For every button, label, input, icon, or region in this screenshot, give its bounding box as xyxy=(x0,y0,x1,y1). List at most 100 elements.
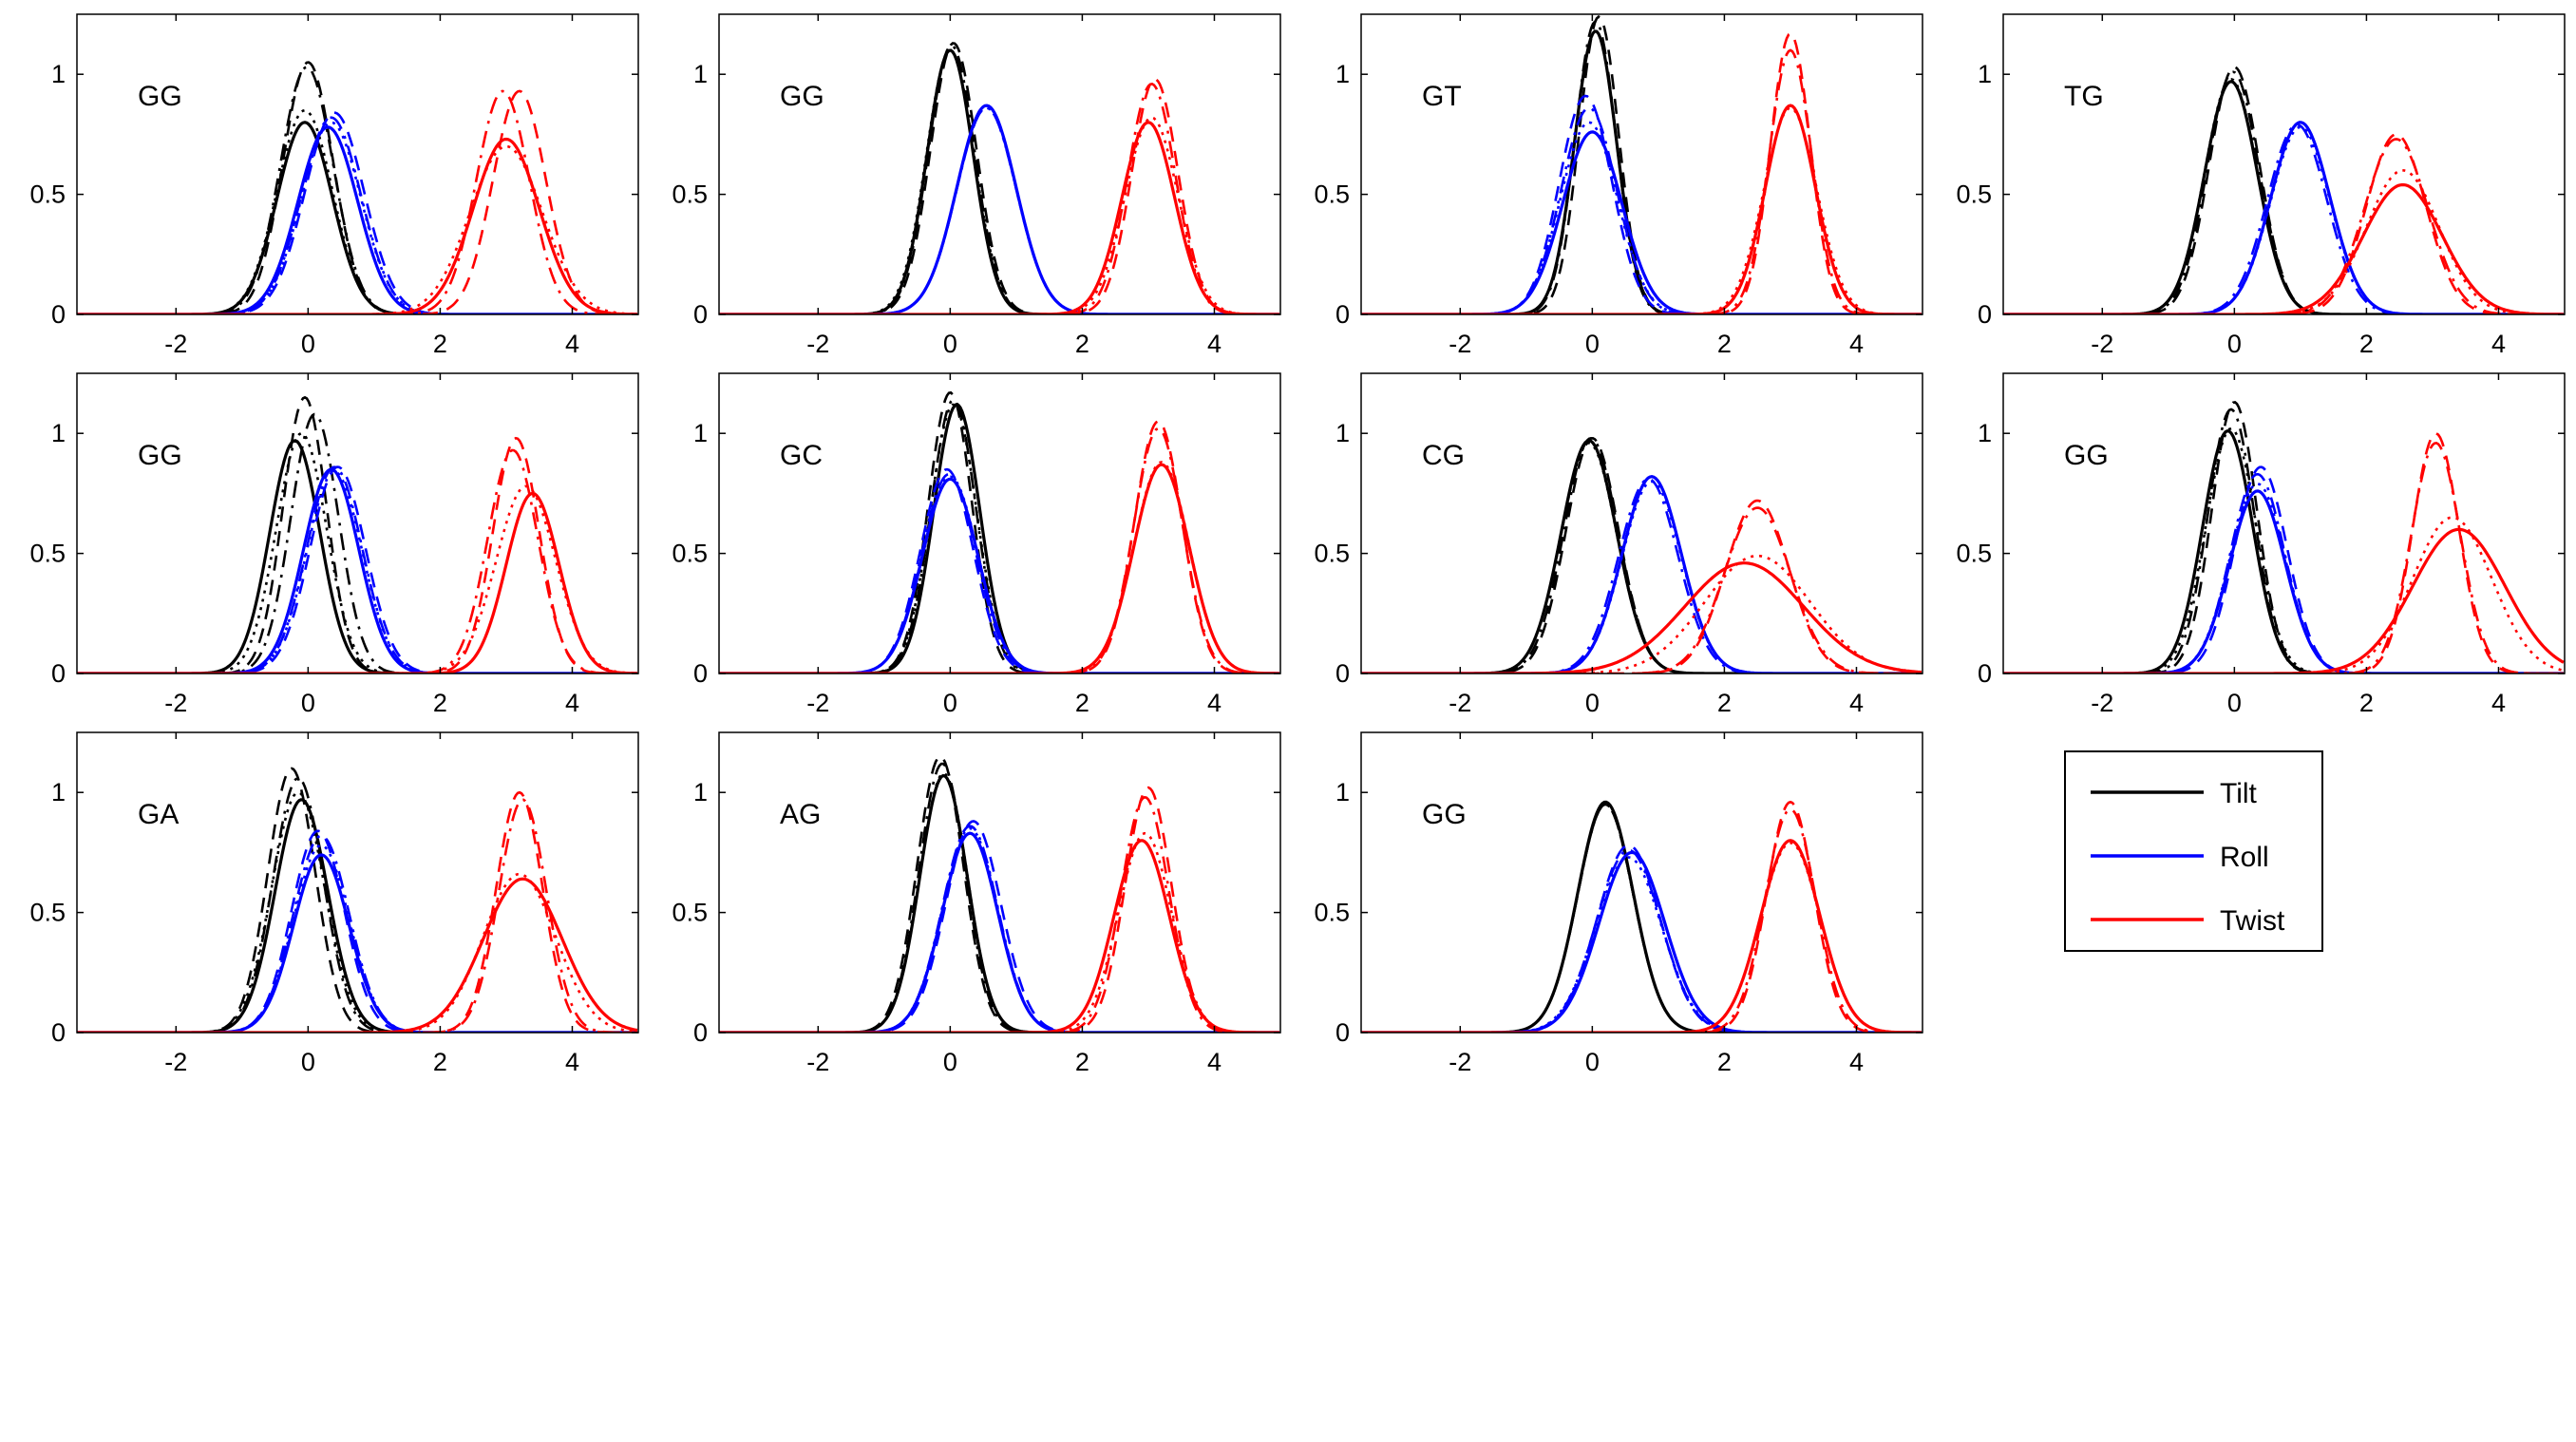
subplot-8: -2 0 2 4 0 0.5 1 GG xyxy=(1956,372,2566,717)
series-line-roll-dotted xyxy=(719,826,1279,1033)
x-tick-label: 4 xyxy=(2491,689,2506,717)
subplot-4: -2 0 2 4 0 0.5 1 TG xyxy=(1956,13,2566,358)
series-line-roll-dashed xyxy=(1361,475,1922,674)
series-line-roll-dashed xyxy=(2003,465,2564,674)
legend: Tilt Roll Twist xyxy=(2064,750,2323,952)
y-tick-label: 0 xyxy=(51,659,66,688)
x-tick-label: 2 xyxy=(2359,689,2374,717)
x-tick-label: 0 xyxy=(1585,689,1600,717)
series-line-roll-dashdot xyxy=(719,472,1279,674)
series-line-roll-solid xyxy=(719,477,1279,674)
series-line-roll-dashdot xyxy=(2003,123,2564,314)
x-tick-label: 4 xyxy=(565,689,579,717)
series-line-twist-dashed xyxy=(1361,800,1922,1033)
x-tick-label: 2 xyxy=(1075,1048,1089,1076)
series-line-tilt-dotted xyxy=(719,48,1279,314)
x-tick-label: 4 xyxy=(1207,1048,1222,1076)
axes-frame xyxy=(76,372,639,674)
x-tick-label: 4 xyxy=(2491,330,2506,358)
series-line-tilt-solid xyxy=(77,121,637,314)
y-tick-label: 0.5 xyxy=(1314,899,1350,927)
series-line-tilt-dashed xyxy=(719,390,1279,674)
series-line-roll-solid xyxy=(77,125,637,314)
panel-label: GG xyxy=(2064,440,2109,471)
x-tick-label: 0 xyxy=(301,689,315,717)
legend-label-twist: Twist xyxy=(2220,905,2285,937)
series-line-twist-solid xyxy=(1361,561,1923,674)
panel-label: GC xyxy=(780,440,823,471)
y-tick-label: 0 xyxy=(51,1018,66,1047)
curves xyxy=(719,390,1279,674)
series-line-tilt-solid xyxy=(719,403,1279,674)
x-tick-label: -2 xyxy=(2091,330,2113,358)
axes-frame xyxy=(1360,731,1923,1034)
y-tick-label: 0.5 xyxy=(672,899,708,927)
series-line-twist-dashdot xyxy=(1361,807,1922,1033)
panel-label: GG xyxy=(138,440,182,471)
y-tick-label: 1 xyxy=(51,60,66,88)
y-tick-label: 0.5 xyxy=(29,899,66,927)
y-tick-label: 0 xyxy=(1978,659,1992,688)
series-line-twist-solid xyxy=(77,491,637,674)
panel-label: GG xyxy=(138,81,182,112)
curves xyxy=(77,767,638,1033)
y-tick-label: 1 xyxy=(693,60,708,88)
x-tick-label: 0 xyxy=(943,1048,957,1076)
x-tick-label: 4 xyxy=(1207,330,1222,358)
panel-label: GG xyxy=(780,81,824,112)
y-tick-label: 0.5 xyxy=(1956,540,1992,568)
series-line-twist-solid xyxy=(77,137,637,314)
series-line-roll-dashed xyxy=(77,111,637,314)
x-tick-label: -2 xyxy=(1449,1048,1471,1076)
series-line-tilt-solid xyxy=(719,48,1279,314)
y-tick-label: 0.5 xyxy=(672,180,708,209)
x-tick-label: -2 xyxy=(806,1048,829,1076)
y-tick-label: 0 xyxy=(51,300,66,329)
x-tick-label: 2 xyxy=(433,689,447,717)
y-tick-label: 1 xyxy=(51,778,66,806)
x-tick-label: -2 xyxy=(1449,689,1471,717)
x-tick-label: 4 xyxy=(565,1048,579,1076)
x-tick-label: 0 xyxy=(2227,689,2242,717)
x-tick-label: 2 xyxy=(1717,689,1732,717)
axes-frame xyxy=(1360,372,1923,674)
series-line-tilt-solid xyxy=(77,439,637,674)
panel-label: CG xyxy=(1422,440,1465,471)
x-tick-label: 0 xyxy=(943,330,957,358)
x-tick-label: 4 xyxy=(1207,689,1222,717)
y-tick-label: 1 xyxy=(1335,60,1350,88)
x-tick-label: 2 xyxy=(2359,330,2374,358)
subplot-10: -2 0 2 4 0 0.5 1 AG xyxy=(672,731,1281,1076)
series-line-roll-dotted xyxy=(719,475,1279,674)
axes-frame xyxy=(1360,13,1923,315)
y-tick-label: 1 xyxy=(693,778,708,806)
series-line-twist-dashdot xyxy=(77,798,637,1033)
x-tick-label: 2 xyxy=(433,330,447,358)
panel-label: GT xyxy=(1422,81,1462,112)
y-tick-label: 0 xyxy=(693,300,708,329)
y-tick-label: 0.5 xyxy=(1314,540,1350,568)
curves xyxy=(1361,15,1922,314)
panel-label: AG xyxy=(780,799,821,830)
y-tick-label: 0 xyxy=(1978,300,1992,329)
x-tick-label: 0 xyxy=(301,330,315,358)
series-line-roll-dotted xyxy=(1361,480,1922,674)
y-tick-label: 0.5 xyxy=(29,180,66,209)
plot-area xyxy=(1361,732,1923,1033)
subplot-11: -2 0 2 4 0 0.5 1 GG xyxy=(1314,731,1923,1076)
curves xyxy=(719,755,1279,1033)
subplot-5: -2 0 2 4 0 0.5 1 GG xyxy=(29,372,639,717)
legend-label-roll: Roll xyxy=(2220,842,2269,873)
x-tick-label: 2 xyxy=(433,1048,447,1076)
panel-label: TG xyxy=(2064,81,2104,112)
x-tick-label: -2 xyxy=(164,689,187,717)
y-tick-label: 0.5 xyxy=(29,540,66,568)
series-line-roll-dashdot xyxy=(1361,106,1922,314)
x-tick-label: 2 xyxy=(1075,330,1089,358)
y-tick-label: 0 xyxy=(693,1018,708,1047)
panel-label: GG xyxy=(1422,799,1467,830)
x-tick-label: 2 xyxy=(1075,689,1089,717)
y-tick-label: 0 xyxy=(1335,1018,1350,1047)
series-line-roll-dotted xyxy=(1361,856,1922,1033)
axes-frame xyxy=(718,372,1281,674)
